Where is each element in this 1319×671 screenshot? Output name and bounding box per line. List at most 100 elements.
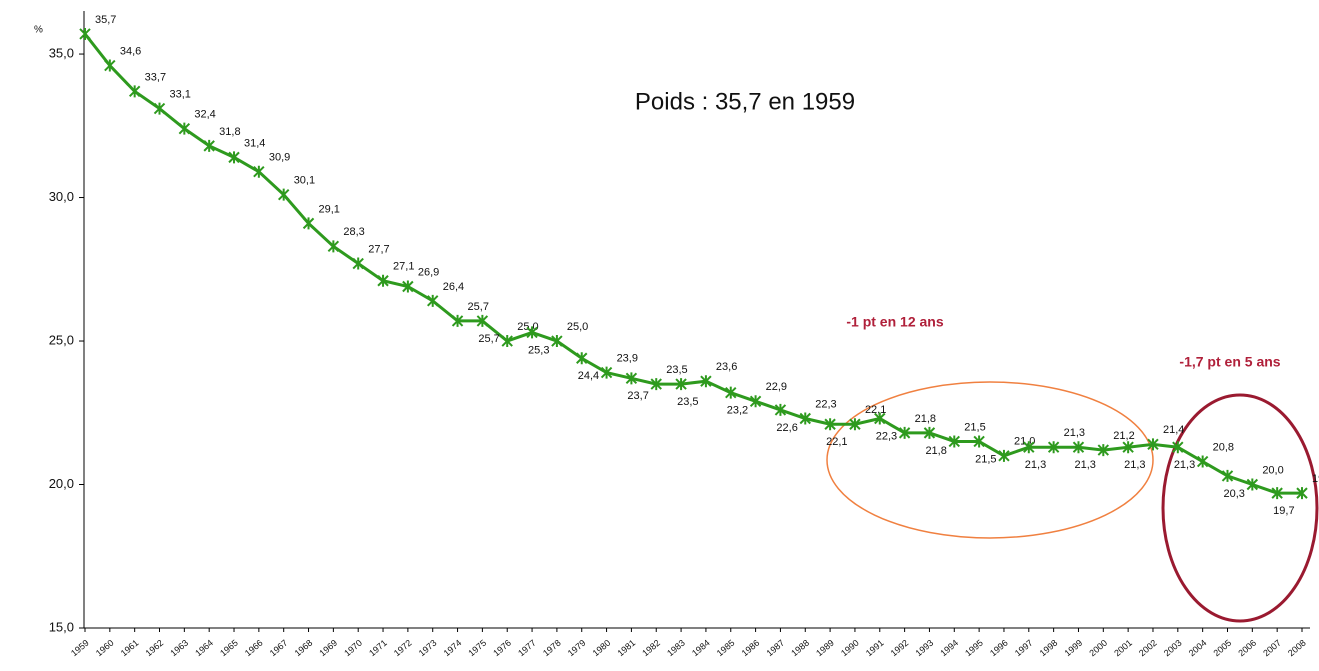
data-marker bbox=[526, 326, 538, 339]
data-marker bbox=[625, 372, 638, 385]
data-label: 27,1 bbox=[393, 261, 414, 273]
x-tick-label: 1996 bbox=[988, 638, 1010, 659]
x-tick-label: 1992 bbox=[889, 638, 911, 659]
data-label: 23,5 bbox=[666, 364, 687, 376]
x-tick-label: 1970 bbox=[342, 638, 364, 659]
annotation: -1,7 pt en 5 ans bbox=[1179, 354, 1280, 370]
data-label: 28,3 bbox=[343, 226, 364, 238]
data-marker bbox=[178, 122, 191, 135]
data-marker bbox=[1246, 478, 1259, 491]
data-marker bbox=[327, 240, 340, 253]
data-label: 29,1 bbox=[319, 203, 340, 215]
x-tick-label: 1971 bbox=[367, 638, 389, 659]
data-marker bbox=[153, 102, 166, 115]
data-marker bbox=[203, 139, 215, 152]
data-label: 30,9 bbox=[269, 152, 290, 164]
data-label: 25,7 bbox=[478, 333, 499, 345]
data-marker bbox=[799, 412, 811, 425]
data-marker bbox=[1072, 441, 1085, 454]
x-tick-label: 1980 bbox=[591, 638, 613, 659]
x-tick-label: 1985 bbox=[715, 638, 737, 659]
x-tick-label: 1988 bbox=[789, 638, 811, 659]
y-tick-label: 15,0 bbox=[49, 619, 74, 634]
data-label: 31,8 bbox=[219, 126, 240, 138]
highlight-ellipse bbox=[1161, 393, 1319, 623]
data-marker bbox=[725, 386, 737, 399]
x-tick-label: 2007 bbox=[1261, 638, 1283, 659]
data-label: 26,4 bbox=[443, 281, 464, 293]
x-tick-label: 2006 bbox=[1236, 638, 1258, 659]
data-marker bbox=[277, 188, 290, 201]
data-label: 19,7 bbox=[1312, 473, 1319, 485]
data-marker bbox=[402, 280, 414, 293]
data-marker bbox=[998, 449, 1010, 462]
data-label: 22,3 bbox=[815, 398, 836, 410]
x-tick-label: 2004 bbox=[1187, 638, 1209, 659]
y-tick-label: 30,0 bbox=[49, 189, 74, 204]
data-label: 31,4 bbox=[244, 137, 265, 149]
data-marker bbox=[1271, 487, 1283, 500]
data-label: 22,9 bbox=[766, 381, 787, 393]
data-label: 20,0 bbox=[1262, 464, 1283, 476]
x-tick-label: 1976 bbox=[491, 638, 513, 659]
data-label: 34,6 bbox=[120, 45, 141, 57]
x-tick-label: 1979 bbox=[566, 638, 588, 659]
data-marker bbox=[849, 418, 861, 431]
x-tick-label: 1990 bbox=[839, 638, 861, 659]
data-label: 24,4 bbox=[578, 370, 599, 382]
data-label: 22,6 bbox=[776, 422, 797, 434]
x-tick-label: 1987 bbox=[764, 638, 786, 659]
x-tick-label: 1994 bbox=[938, 638, 960, 659]
x-tick-label: 1965 bbox=[218, 638, 240, 659]
data-label: 21,3 bbox=[1124, 459, 1145, 471]
data-label: 22,1 bbox=[865, 404, 886, 416]
data-label: 21,3 bbox=[1174, 459, 1195, 471]
data-marker bbox=[451, 314, 464, 327]
x-tick-label: 1966 bbox=[243, 638, 265, 659]
data-label: 25,0 bbox=[567, 321, 588, 333]
data-label: 19,7 bbox=[1273, 505, 1294, 517]
data-label: 30,1 bbox=[294, 175, 315, 187]
data-label: 33,1 bbox=[170, 88, 191, 100]
data-marker bbox=[551, 335, 563, 348]
data-label: 21,8 bbox=[915, 413, 936, 425]
data-label: 22,1 bbox=[826, 436, 847, 448]
x-tick-label: 1962 bbox=[144, 638, 166, 659]
data-label: 23,9 bbox=[617, 352, 638, 364]
data-label: 20,8 bbox=[1213, 441, 1234, 453]
data-label: 33,7 bbox=[145, 71, 166, 83]
x-tick-label: 1975 bbox=[466, 638, 488, 659]
data-label: 26,9 bbox=[418, 266, 439, 278]
data-marker bbox=[501, 335, 513, 348]
x-tick-label: 2002 bbox=[1137, 638, 1159, 659]
x-tick-label: 1998 bbox=[1038, 638, 1060, 659]
x-tick-label: 1978 bbox=[541, 638, 563, 659]
data-label: 23,5 bbox=[677, 396, 698, 408]
data-label: 21,3 bbox=[1025, 459, 1046, 471]
data-marker bbox=[1122, 441, 1134, 454]
data-label: 21,5 bbox=[975, 453, 996, 465]
data-marker bbox=[948, 435, 960, 448]
data-marker bbox=[923, 426, 936, 439]
data-marker bbox=[476, 314, 489, 327]
x-tick-label: 1960 bbox=[94, 638, 116, 659]
data-marker bbox=[700, 375, 712, 388]
data-marker bbox=[675, 378, 687, 391]
highlight-ellipse bbox=[826, 381, 1154, 539]
data-marker bbox=[749, 395, 762, 408]
data-label: 20,3 bbox=[1223, 488, 1244, 500]
data-marker bbox=[1047, 441, 1060, 454]
data-label: 35,7 bbox=[95, 14, 116, 26]
data-marker bbox=[1172, 441, 1184, 454]
data-marker bbox=[1097, 444, 1110, 457]
x-tick-label: 1999 bbox=[1063, 638, 1085, 659]
data-marker bbox=[228, 151, 240, 164]
data-marker bbox=[1147, 438, 1159, 451]
x-tick-label: 1972 bbox=[392, 638, 414, 659]
x-tick-label: 2000 bbox=[1087, 638, 1109, 659]
data-label: 21,3 bbox=[1064, 427, 1085, 439]
x-tick-label: 1989 bbox=[814, 638, 836, 659]
data-label: 25,3 bbox=[528, 344, 549, 356]
data-label: 23,2 bbox=[727, 405, 748, 417]
data-label: 22,3 bbox=[876, 430, 897, 442]
